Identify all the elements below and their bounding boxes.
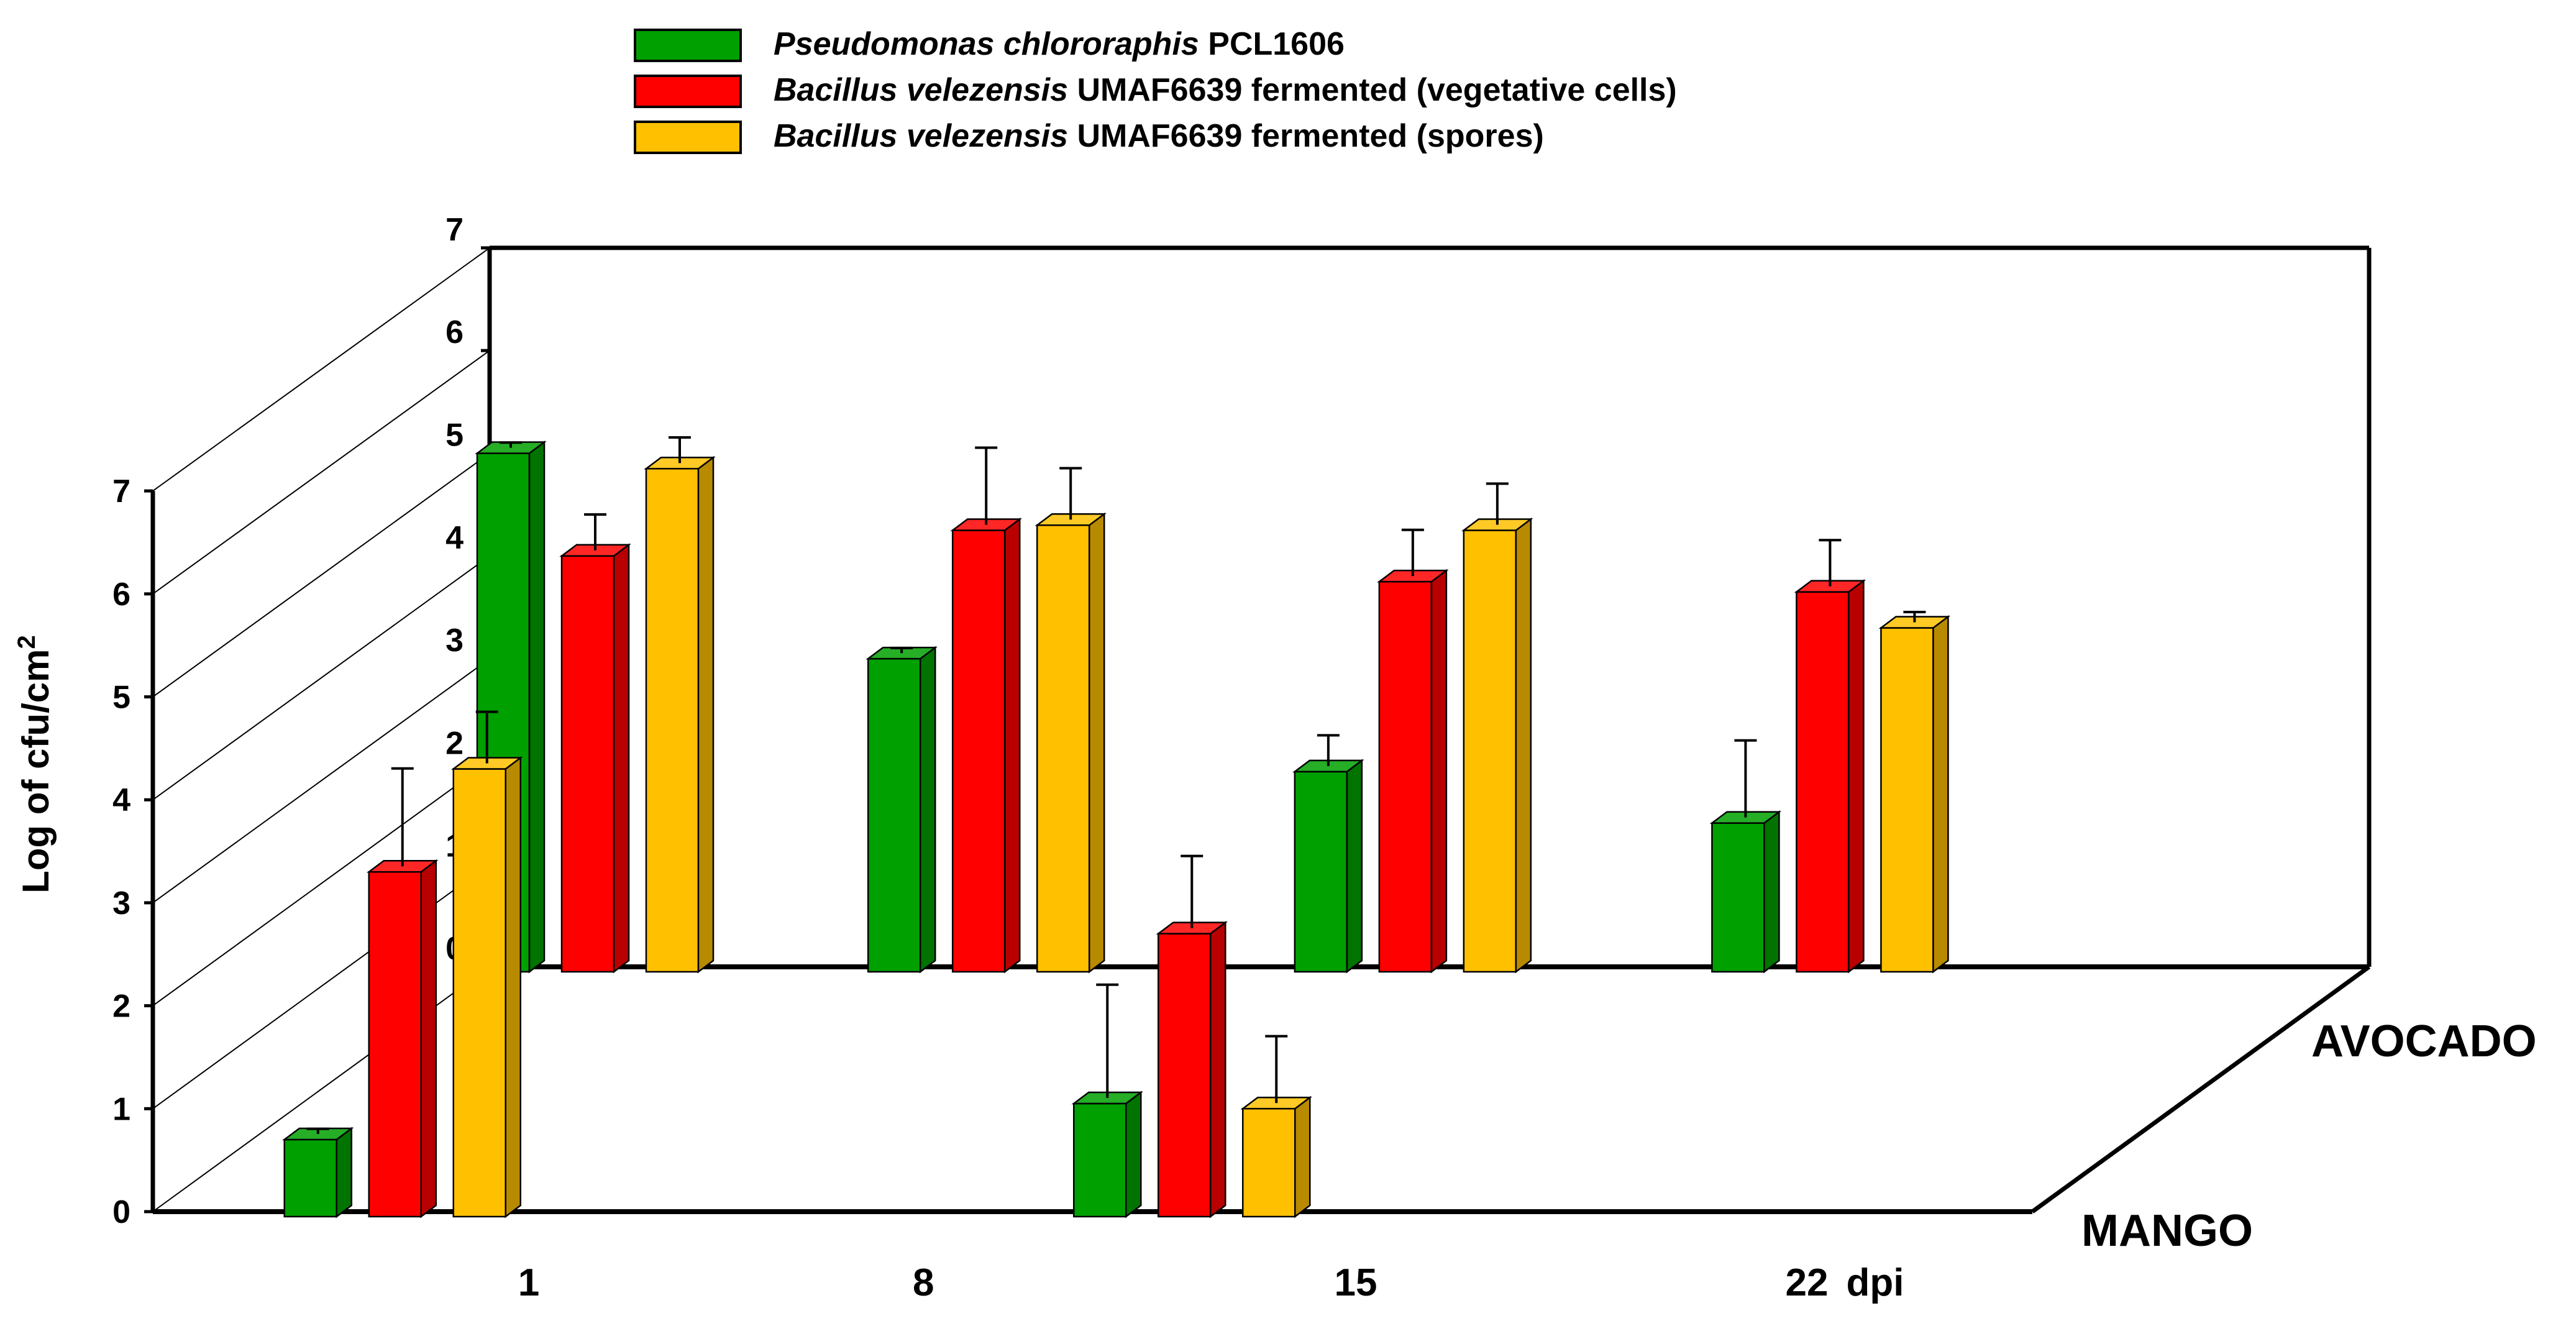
mango-bar-side: [1125, 1090, 1142, 1218]
mango-bar: [282, 1127, 354, 1218]
avocado-bar-front: [951, 529, 1006, 973]
back-y-tick-label: 3: [445, 623, 464, 659]
avocado-bar: [1794, 539, 1866, 974]
side-gridline: [152, 350, 490, 595]
mango-bar-front: [283, 1138, 337, 1218]
panel-label-avocado: AVOCADO: [2311, 1017, 2537, 1066]
avocado-bar-front: [560, 555, 615, 973]
avocado-bar: [1461, 482, 1533, 974]
legend-label-rest: UMAF6639 fermented (spores): [1068, 118, 1544, 154]
avocado-bar-side: [613, 543, 630, 974]
front-y-tick-label: 4: [112, 782, 130, 818]
avocado-bar-side: [1515, 517, 1532, 974]
side-gridline: [152, 761, 490, 1007]
avocado-bar-side: [1430, 569, 1448, 974]
avocado-bar-front: [1036, 524, 1090, 973]
mango-bar-side: [336, 1127, 352, 1218]
mango-bar: [367, 767, 439, 1218]
avocado-bar-front: [1378, 580, 1433, 973]
avocado-bar: [866, 646, 938, 974]
x-tick-label: 8: [913, 1261, 934, 1304]
avocado-bar-side: [1763, 810, 1780, 974]
side-gridline: [152, 247, 490, 491]
avocado-bar-side: [697, 455, 715, 974]
front-y-tick-label: 2: [112, 989, 130, 1025]
side-gridline: [152, 658, 490, 903]
avocado-bar: [644, 436, 716, 974]
avocado-bar-side: [1346, 759, 1363, 974]
avocado-bar: [559, 513, 631, 974]
legend-label-italic: Pseudomonas chlororaphis: [774, 26, 1199, 62]
mango-bar: [1071, 983, 1143, 1218]
avocado-bar-front: [1463, 529, 1517, 973]
front-y-tick-label: 5: [112, 680, 130, 716]
avocado-bar-side: [1932, 615, 1949, 974]
mango-bar-front: [452, 768, 506, 1218]
legend-label-rest: PCL1606: [1199, 26, 1345, 62]
side-gridline: [152, 555, 490, 801]
mango-bar: [1156, 854, 1228, 1218]
legend-label-italic: Bacillus velezensis: [774, 118, 1068, 154]
mango-bar-front: [1073, 1102, 1127, 1218]
avocado-bar: [1878, 610, 1951, 974]
avocado-bar-front: [1711, 822, 1765, 973]
side-gridline: [152, 863, 490, 1110]
x-unit-label: dpi: [1847, 1261, 1904, 1304]
x-tick-label: 1: [518, 1261, 539, 1304]
legend-swatch: [634, 121, 742, 154]
legend: Pseudomonas chlororaphis PCL1606 Bacillus…: [634, 26, 1677, 154]
legend-label-italic: Bacillus velezensis: [774, 72, 1068, 108]
avocado-bar-side: [1088, 512, 1105, 974]
mango-bar: [451, 710, 523, 1218]
legend-label: Bacillus velezensis UMAF6639 fermented (…: [774, 118, 1544, 154]
avocado-bar-side: [1003, 517, 1021, 974]
mango-bar: [1240, 1035, 1312, 1218]
back-y-tick-label: 6: [445, 314, 464, 350]
avocado-bar-front: [867, 657, 921, 973]
avocado-bar-front: [1880, 627, 1934, 973]
chart-frame: 0011223344556677: [112, 212, 2372, 1230]
avocado-bar: [1709, 739, 1782, 974]
mango-bar-side: [1294, 1095, 1311, 1218]
front-y-tick-label: 6: [112, 577, 130, 613]
front-y-tick-label: 7: [112, 473, 130, 510]
legend-label: Pseudomonas chlororaphis PCL1606: [774, 26, 1345, 62]
avocado-bar-side: [528, 441, 546, 974]
y-axis-title: Log of cfu/cm2: [13, 635, 57, 894]
floor-right-edge: [2030, 965, 2371, 1214]
x-tick-label: 15: [1335, 1261, 1377, 1304]
panel-label-mango: MANGO: [2081, 1206, 2253, 1256]
avocado-bar-side: [919, 646, 936, 974]
front-y-tick-label: 1: [112, 1091, 130, 1127]
side-gridline: [152, 452, 490, 698]
front-y-tick-label: 3: [112, 885, 130, 921]
mango-bar-side: [420, 859, 437, 1218]
avocado-bar-side: [1848, 579, 1865, 974]
x-tick-label: 22: [1786, 1261, 1829, 1304]
legend-swatch: [634, 75, 742, 108]
avocado-bar: [950, 446, 1022, 974]
avocado-bar: [1292, 734, 1364, 974]
avocado-bar-front: [1294, 770, 1348, 973]
back-y-tick-label: 7: [445, 212, 464, 248]
mango-bar-front: [1242, 1108, 1296, 1218]
y-axis-title-superscript: 2: [13, 635, 40, 649]
back-y-tick-label: 2: [445, 725, 464, 761]
front-y-tick-label: 0: [112, 1194, 130, 1230]
back-y-tick-label: 4: [445, 520, 464, 556]
legend-label-rest: UMAF6639 fermented (vegetative cells): [1068, 72, 1677, 108]
mango-bar-front: [1158, 933, 1212, 1218]
mango-bar-side: [505, 756, 521, 1218]
mango-bar-side: [1210, 921, 1226, 1218]
legend-label: Bacillus velezensis UMAF6639 fermented (…: [774, 72, 1677, 108]
mango-bar-front: [368, 871, 422, 1218]
back-y-tick-label: 5: [445, 418, 464, 454]
avocado-bar-front: [1796, 591, 1850, 973]
avocado-bar: [1035, 467, 1107, 974]
avocado-bar: [1377, 528, 1449, 974]
legend-swatch: [634, 29, 742, 62]
avocado-bar-front: [645, 468, 700, 973]
